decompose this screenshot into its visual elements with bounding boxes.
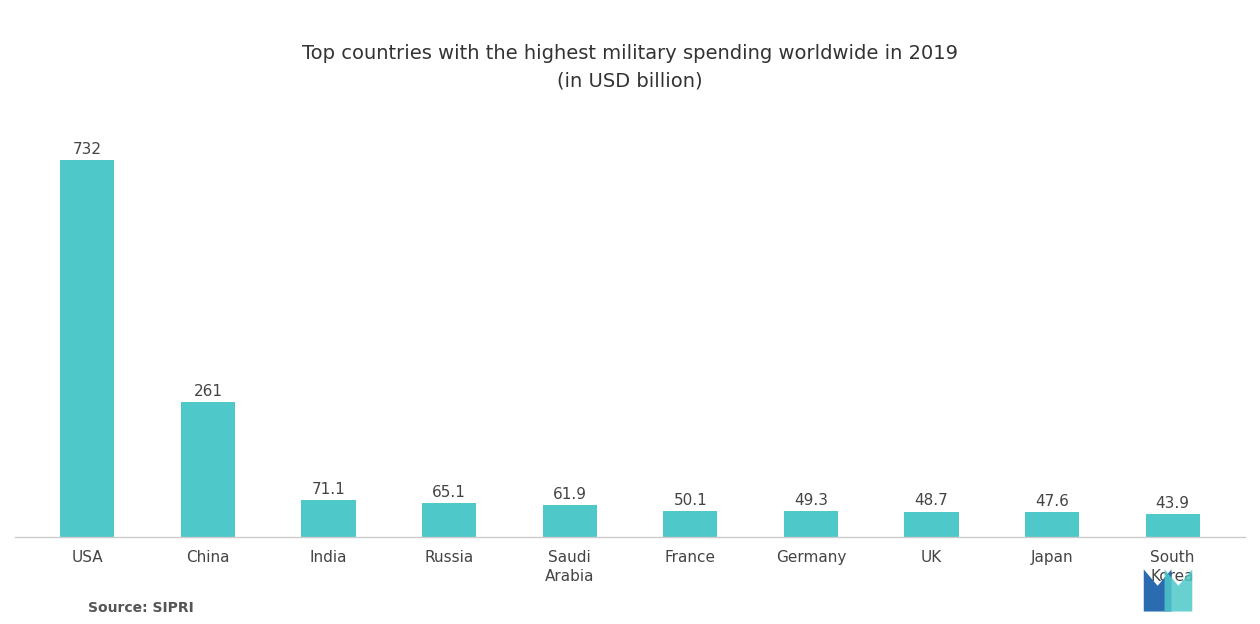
Text: 50.1: 50.1 — [673, 493, 707, 508]
Text: 732: 732 — [73, 142, 102, 157]
Polygon shape — [1164, 569, 1192, 612]
Text: 261: 261 — [194, 384, 223, 399]
Bar — [422, 503, 476, 537]
Text: Source: SIPRI: Source: SIPRI — [88, 601, 194, 615]
Bar — [784, 511, 838, 537]
Text: 48.7: 48.7 — [915, 494, 949, 509]
Polygon shape — [1144, 569, 1172, 612]
Bar — [1024, 512, 1080, 537]
Text: 65.1: 65.1 — [432, 485, 466, 500]
Text: 47.6: 47.6 — [1036, 494, 1068, 509]
Text: 61.9: 61.9 — [553, 487, 587, 502]
Text: 43.9: 43.9 — [1155, 496, 1189, 511]
Bar — [543, 505, 597, 537]
Text: 49.3: 49.3 — [794, 493, 828, 508]
Bar — [1145, 514, 1200, 537]
Bar — [301, 500, 355, 537]
Bar — [905, 512, 959, 537]
Bar — [180, 402, 236, 537]
Bar — [60, 160, 115, 537]
Text: (in USD billion): (in USD billion) — [557, 72, 703, 90]
Bar — [663, 511, 717, 537]
Text: 71.1: 71.1 — [311, 482, 345, 497]
Text: Top countries with the highest military spending worldwide in 2019: Top countries with the highest military … — [302, 44, 958, 62]
